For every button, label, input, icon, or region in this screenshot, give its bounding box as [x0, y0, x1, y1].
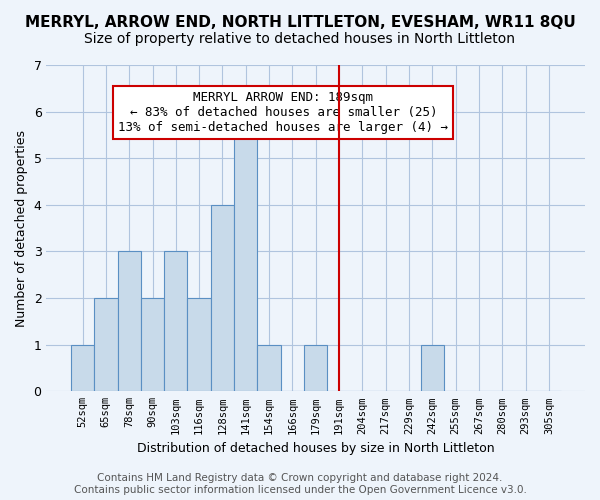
- Bar: [164, 252, 187, 392]
- Text: Contains HM Land Registry data © Crown copyright and database right 2024.
Contai: Contains HM Land Registry data © Crown c…: [74, 474, 526, 495]
- Text: Size of property relative to detached houses in North Littleton: Size of property relative to detached ho…: [85, 32, 515, 46]
- Bar: [94, 298, 118, 392]
- Text: MERRYL ARROW END: 189sqm
← 83% of detached houses are smaller (25)
13% of semi-d: MERRYL ARROW END: 189sqm ← 83% of detach…: [118, 91, 448, 134]
- Bar: [118, 252, 141, 392]
- Y-axis label: Number of detached properties: Number of detached properties: [15, 130, 28, 326]
- Bar: [234, 112, 257, 392]
- Bar: [304, 344, 328, 392]
- Text: MERRYL, ARROW END, NORTH LITTLETON, EVESHAM, WR11 8QU: MERRYL, ARROW END, NORTH LITTLETON, EVES…: [25, 15, 575, 30]
- Bar: [257, 344, 281, 392]
- Bar: [211, 205, 234, 392]
- X-axis label: Distribution of detached houses by size in North Littleton: Distribution of detached houses by size …: [137, 442, 494, 455]
- Bar: [421, 344, 444, 392]
- Bar: [71, 344, 94, 392]
- Bar: [187, 298, 211, 392]
- Bar: [141, 298, 164, 392]
